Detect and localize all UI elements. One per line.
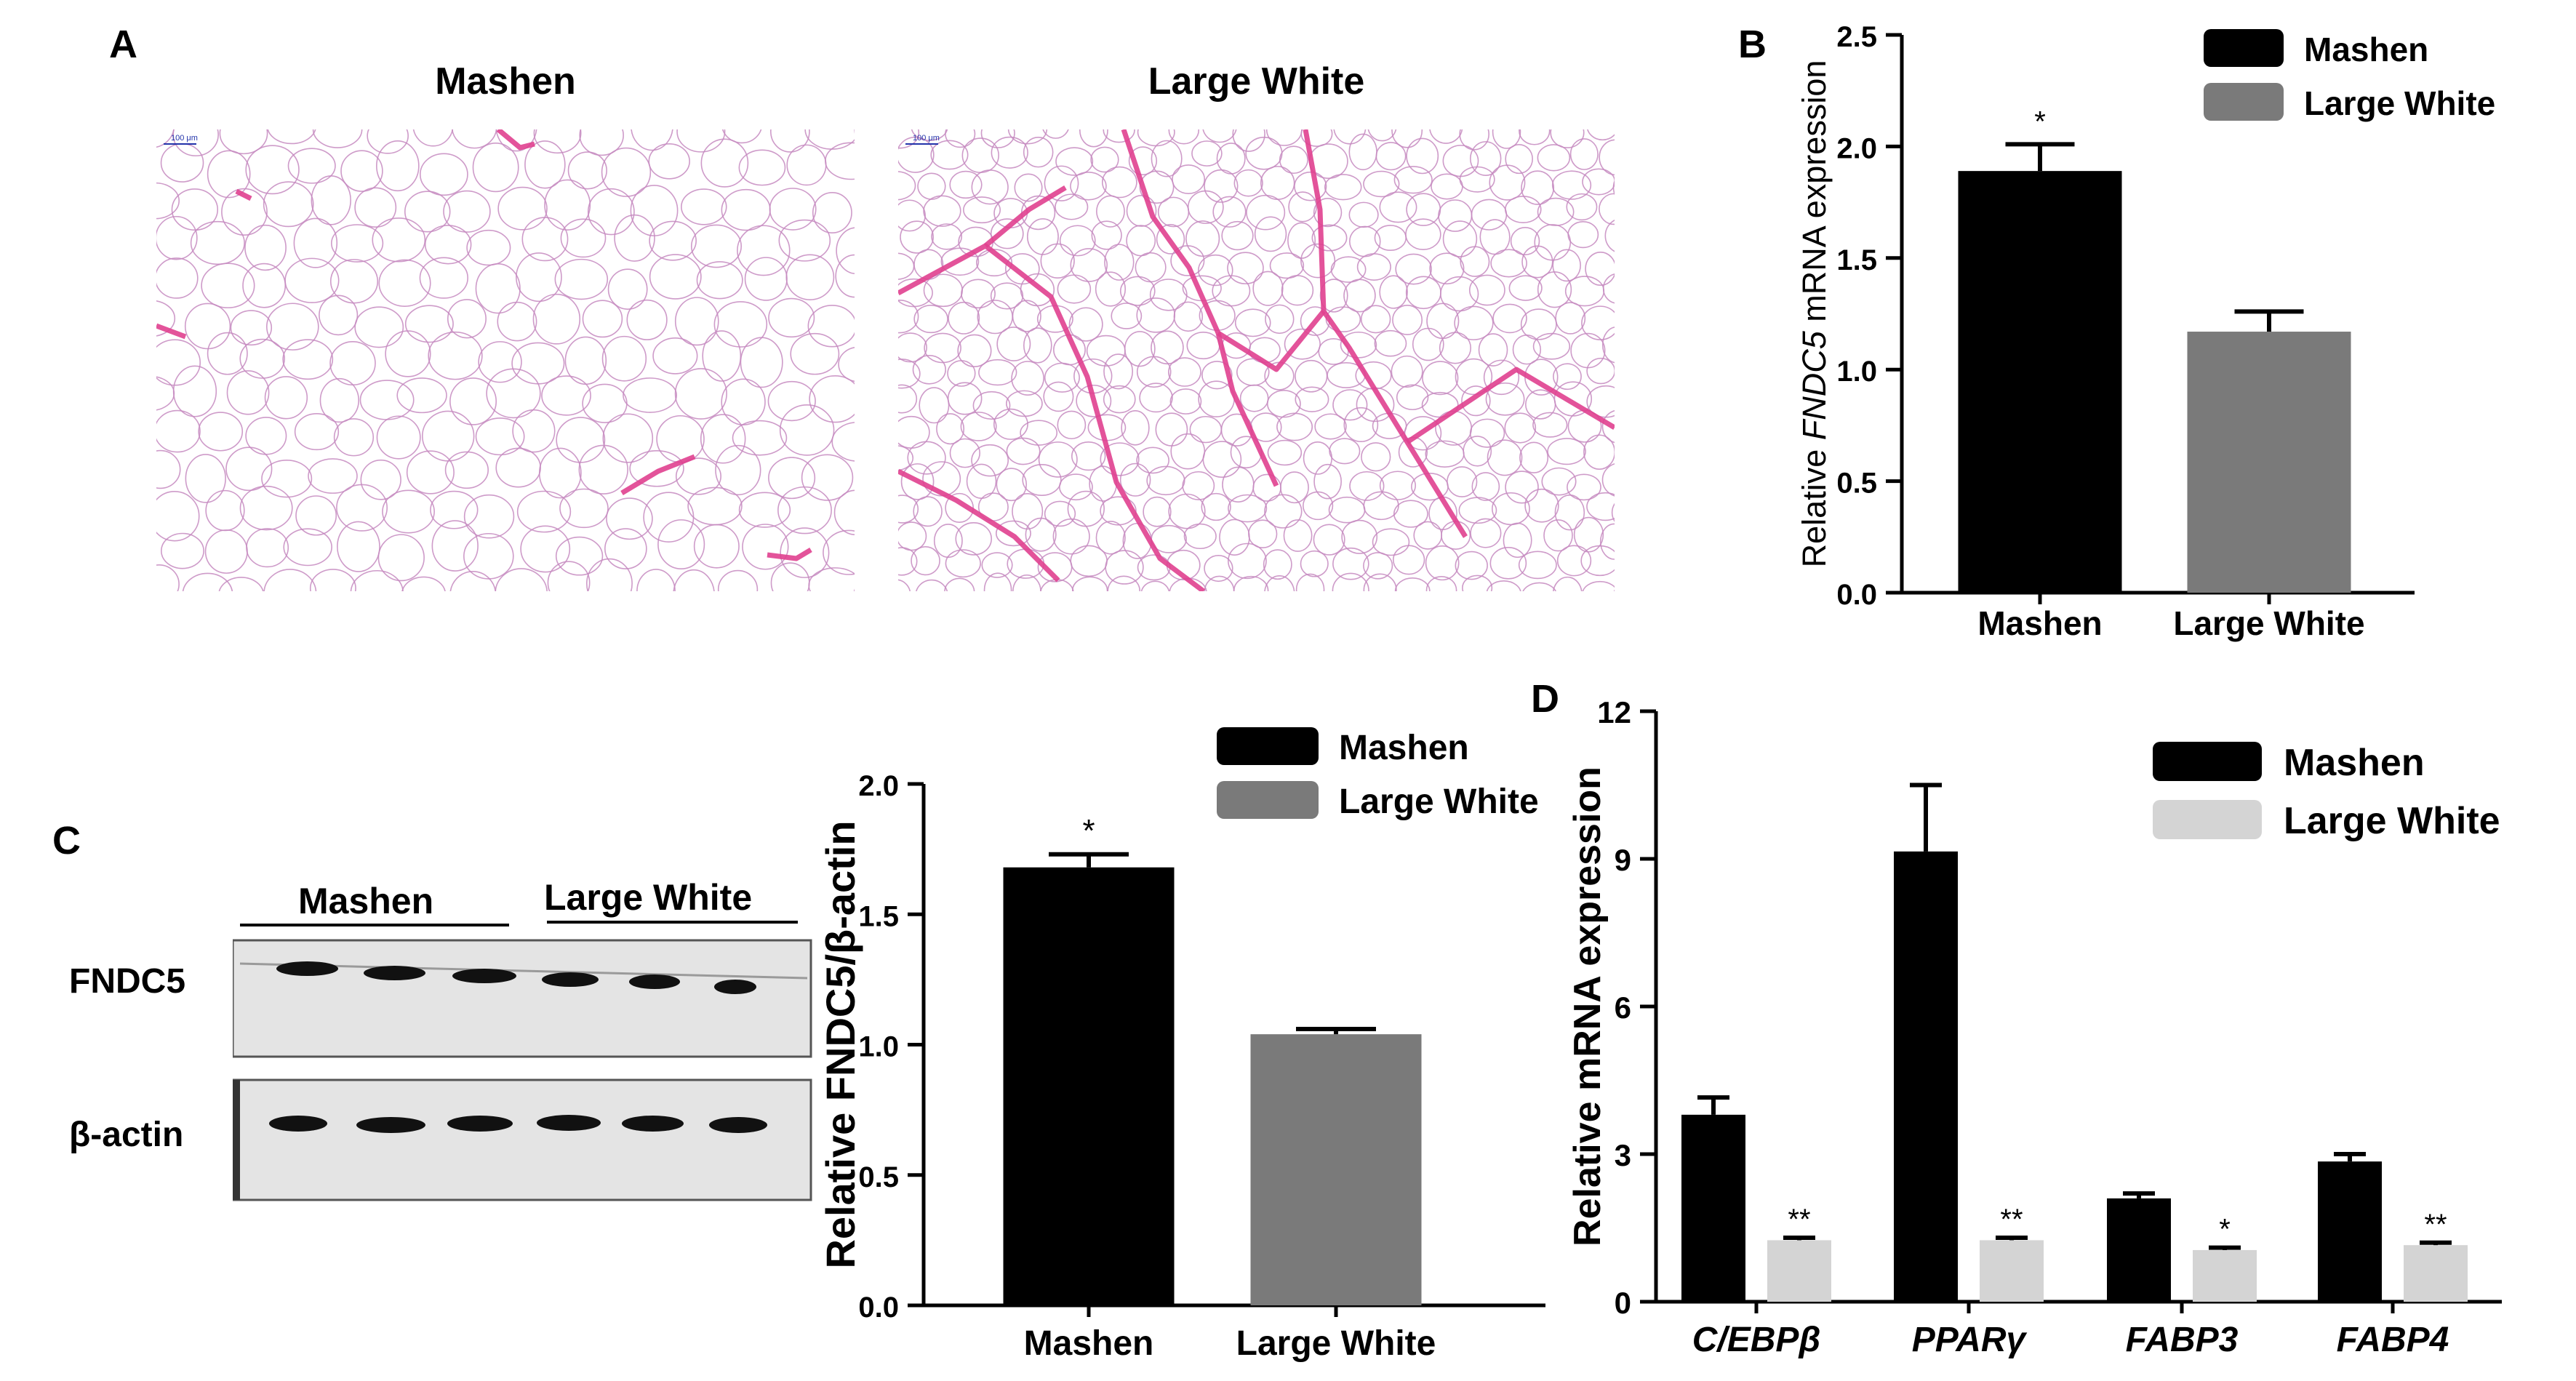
y-axis-label: Relative FNDC5 mRNA expression	[1796, 60, 1833, 568]
legend-label: Mashen	[2304, 31, 2428, 68]
y-tick-label: 2.0	[858, 770, 899, 802]
blot-membrane-edge	[233, 1080, 240, 1200]
panel-letter-c: C	[52, 819, 81, 862]
blot-membrane-beta-actin	[233, 1078, 812, 1201]
y-axis-label: Relative FNDC5/β-actin	[818, 820, 863, 1268]
x-category-label: Mashen	[1977, 604, 2102, 642]
scale-bar-label: 100 μm	[913, 134, 940, 143]
significance-marker: *	[2219, 1214, 2231, 1246]
significance-marker: *	[2034, 105, 2046, 137]
bar	[1003, 867, 1175, 1305]
significance-marker: **	[2424, 1209, 2447, 1241]
blot-band-beta-actin	[447, 1116, 513, 1132]
panel-letter-b: B	[1738, 23, 1767, 66]
blot-band-beta-actin	[537, 1115, 601, 1131]
y-tick-label: 0.5	[858, 1161, 899, 1193]
panel-letter-d: D	[1531, 677, 1559, 721]
bar	[2404, 1245, 2468, 1302]
panel-letter-a: A	[109, 23, 137, 66]
y-tick-label: 1.5	[1836, 244, 1877, 276]
blot-group-line-mashen	[240, 924, 509, 926]
y-tick-label: 0	[1615, 1286, 1631, 1320]
y-tick-label: 1.0	[858, 1031, 899, 1063]
blot-band-beta-actin	[269, 1116, 327, 1132]
y-tick-label: 0.5	[1836, 468, 1877, 500]
connective-tissue-septa	[156, 129, 812, 561]
bar	[2193, 1249, 2257, 1302]
y-axis-label: Relative mRNA expression	[1567, 766, 1609, 1246]
adipocyte-cells	[898, 129, 1615, 591]
significance-marker: **	[2000, 1204, 2023, 1236]
legend-swatch	[2153, 800, 2262, 839]
blot-band-fndc5	[714, 980, 756, 994]
blot-band-beta-actin	[622, 1116, 684, 1132]
y-tick-label: 3	[1615, 1138, 1631, 1172]
blot-row-label-fndc5: FNDC5	[69, 962, 186, 1001]
significance-marker: *	[1082, 813, 1095, 849]
scale-bar-label: 100 μm	[171, 134, 198, 143]
blot-band-fndc5	[542, 972, 599, 987]
y-tick-label: 2.0	[1836, 132, 1877, 164]
bar	[1980, 1240, 2044, 1302]
blot-group-label-large-white: Large White	[544, 877, 753, 918]
y-tick-label: 2.5	[1836, 21, 1877, 53]
bar	[1250, 1034, 1422, 1305]
blot-group-line-large-white	[547, 921, 798, 924]
x-category-label: Mashen	[1024, 1324, 1154, 1363]
blot-band-fndc5	[276, 961, 338, 976]
adipocyte-cells	[156, 129, 855, 591]
legend-label: Large White	[1339, 782, 1539, 821]
micrograph-title-large-white: Large White	[1148, 60, 1365, 103]
chart-c-fndc5-protein: 0.0 0.5 1.0 1.5 2.0 Relative FNDC5/β-actin * Ma…	[818, 727, 1545, 1363]
micrograph-title-mashen: Mashen	[435, 60, 576, 103]
bar	[2187, 332, 2351, 593]
legend-swatch	[1217, 727, 1319, 765]
blot-row-label-beta-actin: β-actin	[69, 1116, 184, 1154]
micrograph-mashen: 100 μm	[156, 129, 855, 591]
bar	[2318, 1161, 2382, 1302]
x-category-label: Large White	[2173, 604, 2364, 642]
x-category-label: FABP4	[2337, 1321, 2449, 1359]
legend-swatch	[2153, 742, 2262, 781]
bar	[2107, 1198, 2171, 1302]
blot-membrane-fndc5	[233, 939, 812, 1058]
western-blot	[233, 939, 812, 1201]
legend-swatch	[2204, 83, 2284, 121]
y-tick-label: 1.5	[858, 900, 899, 932]
y-tick-label: 0.0	[858, 1292, 899, 1324]
y-tick-label: 6	[1615, 990, 1631, 1025]
blot-band-fndc5	[629, 974, 680, 989]
bar	[1958, 171, 2122, 593]
x-category-label: PPARγ	[1912, 1321, 2028, 1359]
blot-band-beta-actin	[709, 1117, 767, 1133]
micrograph-large-white: 100 μm	[898, 129, 1615, 591]
bar	[1681, 1114, 1745, 1302]
connective-tissue-septa	[898, 129, 1615, 591]
bar	[1767, 1240, 1831, 1302]
legend-label: Large White	[2284, 800, 2500, 842]
legend-label: Large White	[2304, 84, 2495, 122]
legend-label: Mashen	[2284, 742, 2425, 784]
y-tick-label: 12	[1597, 695, 1631, 729]
x-category-label: FABP3	[2126, 1321, 2239, 1359]
legend-label: Mashen	[1339, 729, 1469, 767]
y-tick-label: 9	[1615, 843, 1631, 877]
adipose-tissue-image-large-white	[898, 129, 1615, 591]
legend-swatch	[1217, 781, 1319, 819]
blot-band-fndc5	[452, 969, 516, 983]
y-tick-label: 1.0	[1836, 356, 1877, 388]
adipose-tissue-image-mashen	[156, 129, 855, 591]
blot-group-label-mashen: Mashen	[298, 881, 434, 921]
blot-band-beta-actin	[356, 1117, 425, 1133]
x-category-label: Large White	[1236, 1324, 1436, 1363]
y-tick-label: 0.0	[1836, 579, 1877, 611]
significance-marker: **	[1788, 1204, 1810, 1236]
legend-swatch	[2204, 29, 2284, 67]
blot-band-fndc5	[364, 966, 425, 980]
x-category-label: C/EBPβ	[1692, 1321, 1820, 1359]
bar	[1894, 851, 1958, 1302]
